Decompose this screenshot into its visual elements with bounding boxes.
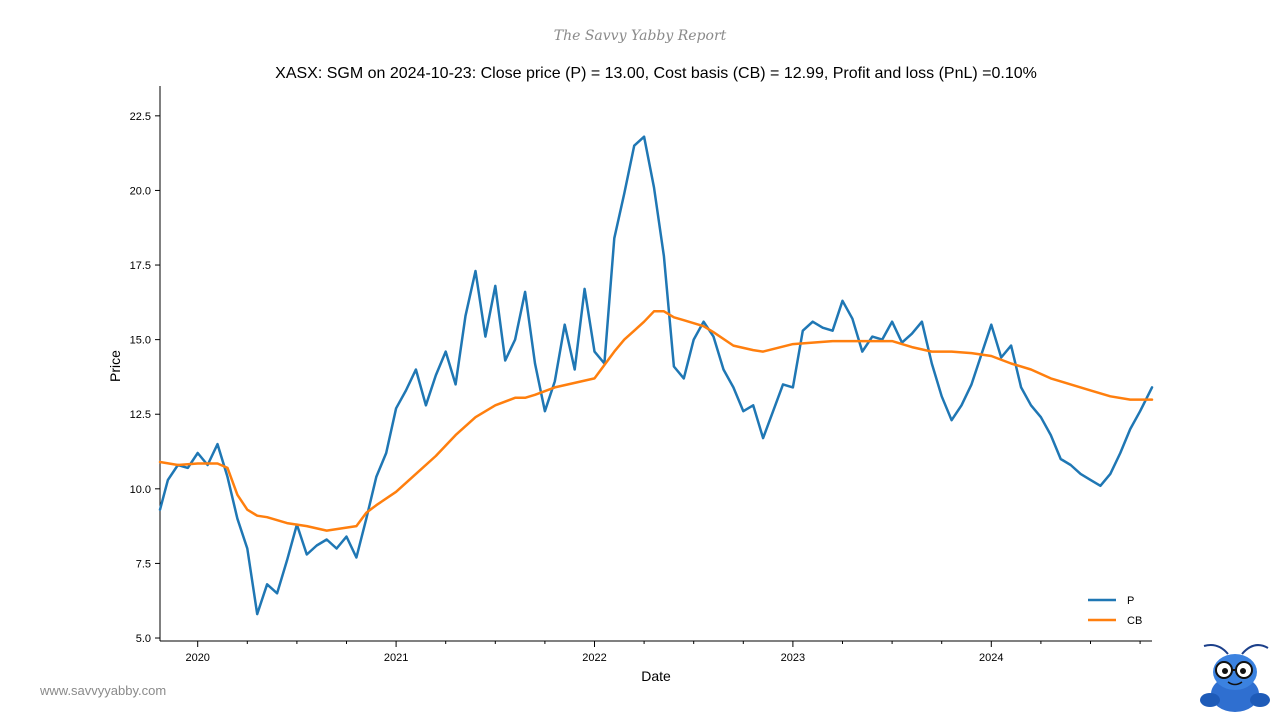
series-line-cb (158, 310, 1154, 532)
x-tick-label: 2021 (384, 652, 408, 664)
legend-label-cb: CB (1127, 615, 1142, 627)
axes: 5.0 7.5 10.0 12.5 15.0 17.5 20.0 22.5 2020 2021 20… (130, 86, 1152, 664)
legend-label-p: P (1127, 595, 1134, 607)
y-tick-label: 17.5 (130, 260, 151, 272)
y-tick-label: 7.5 (136, 558, 151, 570)
y-tick-label: 12.5 (130, 409, 151, 421)
y-tick-label: 10.0 (130, 484, 151, 496)
brand-title: The Savvy Yabby Report (553, 28, 727, 44)
yabby-mascot-icon (1200, 644, 1270, 712)
x-tick-label: 2020 (185, 652, 209, 664)
y-tick-label: 20.0 (130, 185, 151, 197)
x-tick-label: 2024 (979, 652, 1003, 664)
x-axis-label: Date (641, 668, 671, 684)
site-url[interactable]: www.savvyyabby.com (40, 683, 167, 698)
x-tick-label: 2023 (781, 652, 805, 664)
y-axis-label: Price (107, 350, 123, 382)
legend: P CB (1088, 595, 1142, 627)
x-tick-label: 2022 (582, 652, 606, 664)
chart-title: XASX: SGM on 2024-10-23: Close price (P)… (275, 65, 1037, 82)
y-tick-label: 22.5 (130, 111, 151, 123)
y-tick-label: 5.0 (136, 633, 151, 645)
y-tick-label: 15.0 (130, 335, 151, 347)
series-layer (158, 135, 1154, 616)
series-line-p (158, 135, 1154, 616)
